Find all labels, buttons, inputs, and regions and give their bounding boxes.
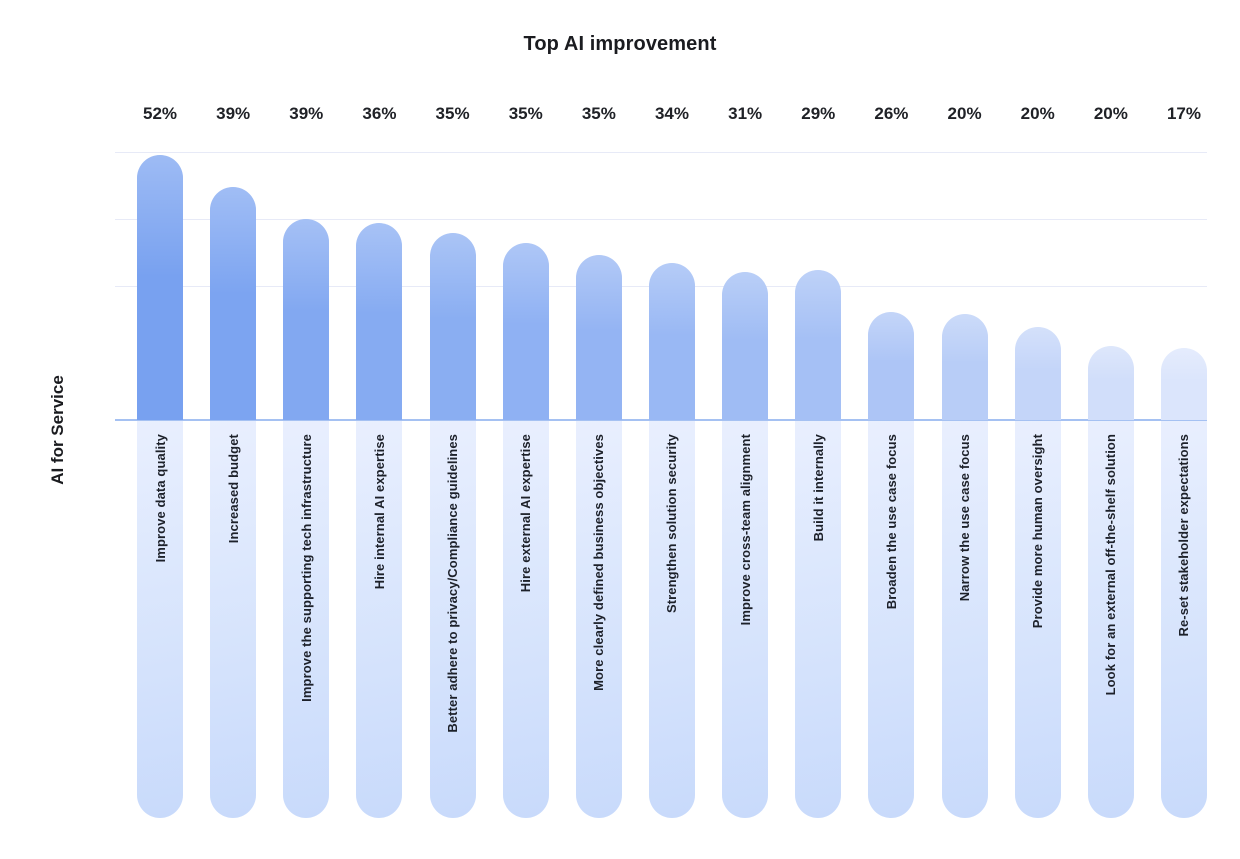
- bar-category-label: Improve cross-team alignment: [737, 434, 753, 626]
- bar-column: 35% Better adhere to privacy/Compliance g…: [429, 104, 476, 820]
- bar-column: 26% Broaden the use case focus: [868, 104, 915, 820]
- bar-category-label: Look for an external off-the-shelf solut…: [1103, 434, 1119, 696]
- bar: [575, 255, 622, 420]
- bar-column: 35% More clearly defined business objecti…: [575, 104, 622, 820]
- bar-column: 35% Hire external AI expertise: [502, 104, 549, 820]
- bar-label-column: Re-set stakeholder expectations: [1160, 420, 1207, 818]
- bar-category-label: Build it internally: [810, 434, 826, 542]
- bar-value-label: 36%: [362, 104, 397, 123]
- bar: [356, 223, 403, 420]
- bar-value-label: 35%: [435, 104, 470, 123]
- bar-value-label: 29%: [801, 104, 836, 123]
- bar: [941, 314, 988, 420]
- bar-category-label: More clearly defined business objectives: [591, 434, 607, 691]
- bar-column: 39% Improve the supporting tech infrastru…: [283, 104, 330, 820]
- bar-value-label: 34%: [654, 104, 689, 123]
- bar-label-column: Look for an external off-the-shelf solut…: [1087, 420, 1134, 818]
- gridline: [115, 152, 1207, 153]
- bar: [210, 187, 257, 420]
- bar-category-label: Improve data quality: [152, 434, 168, 563]
- bar-value-label: 17%: [1166, 104, 1201, 123]
- bar-label-column: Improve data quality: [137, 420, 183, 818]
- bar-column: 20% Narrow the use case focus: [941, 104, 988, 820]
- x-axis-line: [115, 419, 1207, 421]
- bar-column: 29% Build it internally: [795, 104, 842, 820]
- bar-category-label: Hire internal AI expertise: [371, 434, 387, 590]
- bar: [429, 233, 476, 420]
- bar-value-label: 39%: [289, 104, 324, 123]
- bar-value-label: 20%: [1020, 104, 1055, 123]
- bar-label-column: Narrow the use case focus: [941, 420, 988, 818]
- bar: [137, 155, 183, 420]
- bar-column: 36% Hire internal AI expertise: [356, 104, 403, 820]
- bar-label-column: More clearly defined business objectives: [575, 420, 622, 818]
- bar-category-label: Narrow the use case focus: [957, 434, 973, 602]
- bar-column: 20% Provide more human oversight: [1014, 104, 1061, 820]
- gridline: [115, 219, 1207, 220]
- bar-label-column: Provide more human oversight: [1014, 420, 1061, 818]
- bar-value-label: 39%: [216, 104, 251, 123]
- bar-category-label: Better adhere to privacy/Compliance guid…: [445, 434, 461, 733]
- bar: [722, 272, 769, 420]
- bar-label-column: Improve the supporting tech infrastructu…: [283, 420, 330, 818]
- bar-value-label: 35%: [508, 104, 543, 123]
- bar-label-column: Improve cross-team alignment: [722, 420, 769, 818]
- bar-value-label: 20%: [1093, 104, 1128, 123]
- bar-label-column: Build it internally: [795, 420, 842, 818]
- bar-label-column: Increased budget: [210, 420, 257, 818]
- bar-value-label: 52%: [142, 104, 178, 123]
- bar: [868, 312, 915, 420]
- bar-column: 17% Re-set stakeholder expectations: [1160, 104, 1207, 820]
- bar-column: 52% Improve data quality: [137, 104, 183, 820]
- bar-category-label: Provide more human oversight: [1030, 434, 1046, 629]
- bar-column: 39% Increased budget: [210, 104, 257, 820]
- bar: [1160, 348, 1207, 420]
- bar-column: 31% Improve cross-team alignment: [722, 104, 769, 820]
- bar: [1087, 346, 1134, 420]
- bar: [502, 243, 549, 420]
- bar-category-label: Re-set stakeholder expectations: [1176, 434, 1192, 637]
- bar-label-column: Broaden the use case focus: [868, 420, 915, 818]
- bar-category-label: Hire external AI expertise: [518, 434, 534, 593]
- bar-value-label: 31%: [728, 104, 763, 123]
- bar-category-label: Improve the supporting tech infrastructu…: [298, 434, 314, 702]
- y-axis-label: AI for Service: [48, 375, 67, 485]
- bar-value-label: 35%: [581, 104, 616, 123]
- bar: [1014, 327, 1061, 420]
- chart-title: Top AI improvement: [523, 33, 717, 55]
- bar-label-column: Hire external AI expertise: [502, 420, 549, 818]
- bar-column: 34% Strengthen solution security: [648, 104, 695, 820]
- plot-area: 52% Improve data quality 39% Increased budg…: [115, 104, 1207, 820]
- bar-category-label: Broaden the use case focus: [883, 434, 899, 610]
- bar-label-column: Better adhere to privacy/Compliance guid…: [429, 420, 476, 818]
- bar: [283, 219, 330, 420]
- bar-category-label: Strengthen solution security: [664, 434, 680, 614]
- bar-category-label: Increased budget: [225, 434, 241, 544]
- bar-label-column: Strengthen solution security: [648, 420, 695, 818]
- bar-label-column: Hire internal AI expertise: [356, 420, 403, 818]
- bar-value-label: 26%: [874, 104, 909, 123]
- bar: [648, 263, 695, 420]
- bar-series: 52% Improve data quality 39% Increased budg…: [137, 104, 1207, 820]
- bar-column: 20% Look for an external off-the-shelf so…: [1087, 104, 1134, 820]
- bar: [795, 270, 842, 420]
- bar-value-label: 20%: [947, 104, 982, 123]
